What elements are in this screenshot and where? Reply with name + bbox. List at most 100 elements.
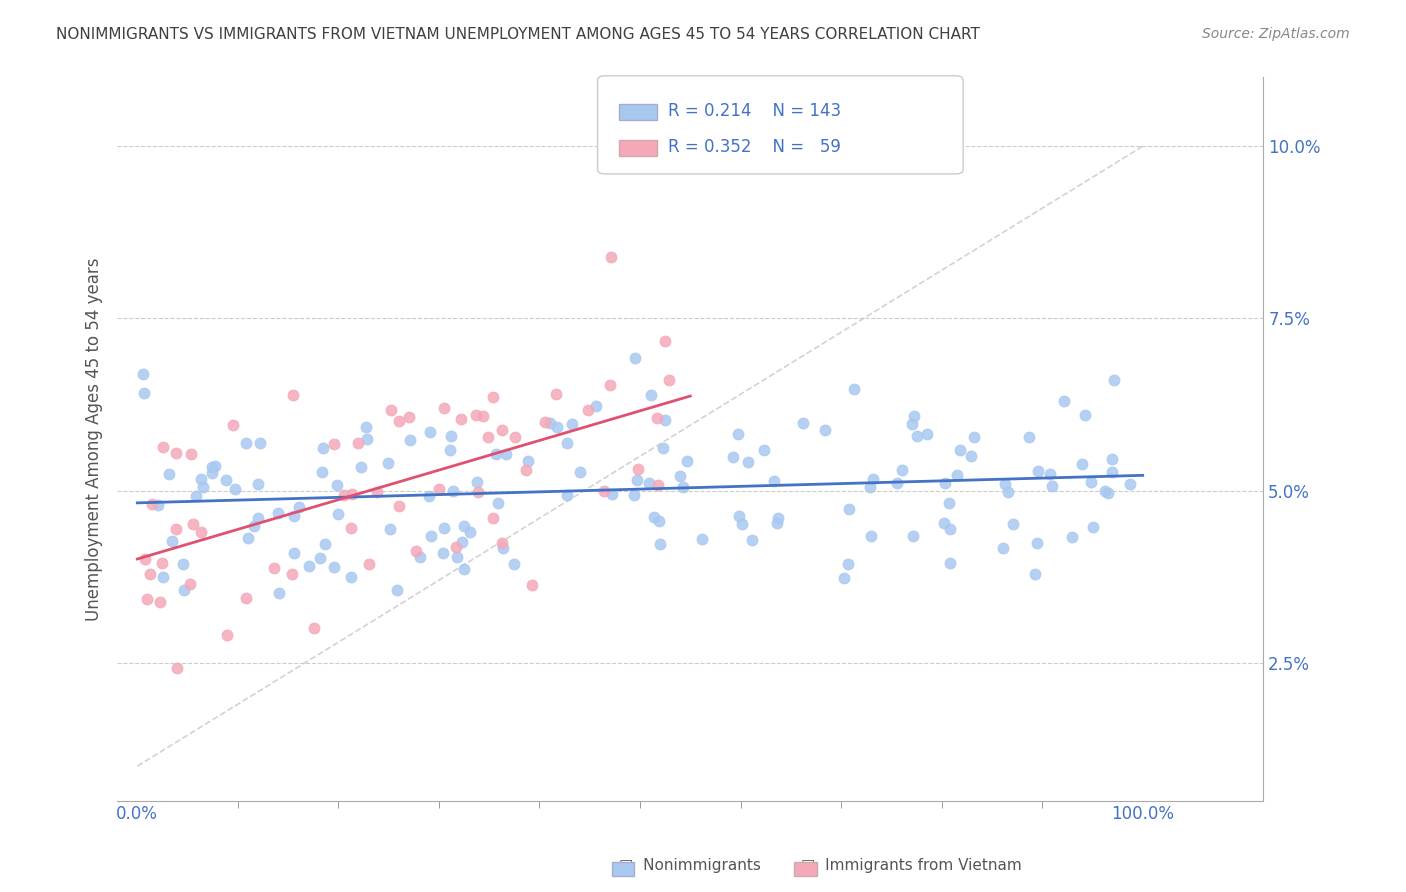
Nonimmigrants <box>1101 452 1123 467</box>
Nonimmigrants <box>266 506 288 520</box>
Nonimmigrants <box>555 487 578 501</box>
Immigrants from Vietnam <box>134 552 156 566</box>
Text: Source: ZipAtlas.com: Source: ZipAtlas.com <box>1202 27 1350 41</box>
Text: R = 0.214    N = 143: R = 0.214 N = 143 <box>668 103 841 120</box>
Nonimmigrants <box>832 571 855 585</box>
Nonimmigrants <box>1040 479 1063 493</box>
Nonimmigrants <box>901 529 924 543</box>
Immigrants from Vietnam <box>179 577 201 591</box>
Immigrants from Vietnam <box>522 577 544 591</box>
Immigrants from Vietnam <box>444 540 467 554</box>
Nonimmigrants <box>191 480 214 494</box>
Immigrants from Vietnam <box>627 462 650 476</box>
Nonimmigrants <box>934 476 956 491</box>
Immigrants from Vietnam <box>654 334 676 348</box>
Immigrants from Vietnam <box>398 409 420 424</box>
Nonimmigrants <box>1018 430 1040 444</box>
Nonimmigrants <box>654 413 676 427</box>
Nonimmigrants <box>453 519 475 533</box>
Nonimmigrants <box>356 419 378 434</box>
Nonimmigrants <box>938 496 960 510</box>
Immigrants from Vietnam <box>405 544 427 558</box>
Nonimmigrants <box>1101 465 1123 479</box>
Immigrants from Vietnam <box>600 250 623 264</box>
Nonimmigrants <box>939 556 962 570</box>
Nonimmigrants <box>1080 475 1102 489</box>
Text: □  Immigrants from Vietnam: □ Immigrants from Vietnam <box>801 858 1022 872</box>
Immigrants from Vietnam <box>166 661 188 675</box>
Nonimmigrants <box>1053 394 1076 409</box>
Nonimmigrants <box>326 477 349 491</box>
Nonimmigrants <box>298 559 321 574</box>
Nonimmigrants <box>1024 567 1046 582</box>
Nonimmigrants <box>246 510 269 524</box>
Nonimmigrants <box>959 449 981 463</box>
Nonimmigrants <box>626 473 648 487</box>
Nonimmigrants <box>1074 409 1097 423</box>
Immigrants from Vietnam <box>546 387 568 401</box>
Nonimmigrants <box>1104 373 1126 387</box>
Nonimmigrants <box>623 488 645 502</box>
Immigrants from Vietnam <box>281 567 304 582</box>
Immigrants from Vietnam <box>165 522 187 536</box>
Nonimmigrants <box>458 524 481 539</box>
Immigrants from Vietnam <box>359 558 381 572</box>
Immigrants from Vietnam <box>481 390 503 404</box>
Nonimmigrants <box>1118 477 1140 491</box>
Immigrants from Vietnam <box>366 485 388 500</box>
Immigrants from Vietnam <box>427 482 450 496</box>
Immigrants from Vietnam <box>388 499 411 513</box>
Immigrants from Vietnam <box>165 446 187 460</box>
Nonimmigrants <box>568 465 591 479</box>
Nonimmigrants <box>349 460 371 475</box>
Nonimmigrants <box>891 463 914 477</box>
Nonimmigrants <box>495 447 517 461</box>
Nonimmigrants <box>1026 536 1049 550</box>
Nonimmigrants <box>152 569 174 583</box>
Nonimmigrants <box>637 475 659 490</box>
Immigrants from Vietnam <box>340 487 363 501</box>
Nonimmigrants <box>323 560 346 574</box>
Immigrants from Vietnam <box>263 561 285 575</box>
Nonimmigrants <box>963 430 986 444</box>
Nonimmigrants <box>356 432 378 446</box>
Nonimmigrants <box>419 425 441 440</box>
Nonimmigrants <box>204 459 226 474</box>
Immigrants from Vietnam <box>222 418 245 433</box>
Immigrants from Vietnam <box>190 525 212 540</box>
Immigrants from Vietnam <box>534 415 557 429</box>
Immigrants from Vietnam <box>491 423 513 437</box>
Nonimmigrants <box>721 450 744 464</box>
Nonimmigrants <box>190 472 212 486</box>
Nonimmigrants <box>246 476 269 491</box>
Nonimmigrants <box>1094 483 1116 498</box>
Immigrants from Vietnam <box>323 437 346 451</box>
Nonimmigrants <box>844 382 866 396</box>
Immigrants from Vietnam <box>346 435 368 450</box>
Nonimmigrants <box>173 582 195 597</box>
Nonimmigrants <box>312 441 335 455</box>
Nonimmigrants <box>730 516 752 531</box>
Nonimmigrants <box>377 456 399 470</box>
Nonimmigrants <box>432 521 454 535</box>
Immigrants from Vietnam <box>491 536 513 550</box>
Nonimmigrants <box>939 522 962 536</box>
Nonimmigrants <box>267 586 290 600</box>
Nonimmigrants <box>1081 520 1104 534</box>
Nonimmigrants <box>486 496 509 510</box>
Nonimmigrants <box>1002 517 1025 532</box>
Nonimmigrants <box>485 447 508 461</box>
Nonimmigrants <box>224 482 246 496</box>
Nonimmigrants <box>134 386 156 401</box>
Nonimmigrants <box>792 416 814 430</box>
Immigrants from Vietnam <box>482 511 505 525</box>
Immigrants from Vietnam <box>283 388 305 402</box>
Nonimmigrants <box>994 477 1017 491</box>
Nonimmigrants <box>492 541 515 555</box>
Nonimmigrants <box>837 557 859 571</box>
Nonimmigrants <box>949 442 972 457</box>
Nonimmigrants <box>453 562 475 576</box>
Nonimmigrants <box>249 436 271 450</box>
Nonimmigrants <box>727 427 749 442</box>
Immigrants from Vietnam <box>139 566 162 581</box>
